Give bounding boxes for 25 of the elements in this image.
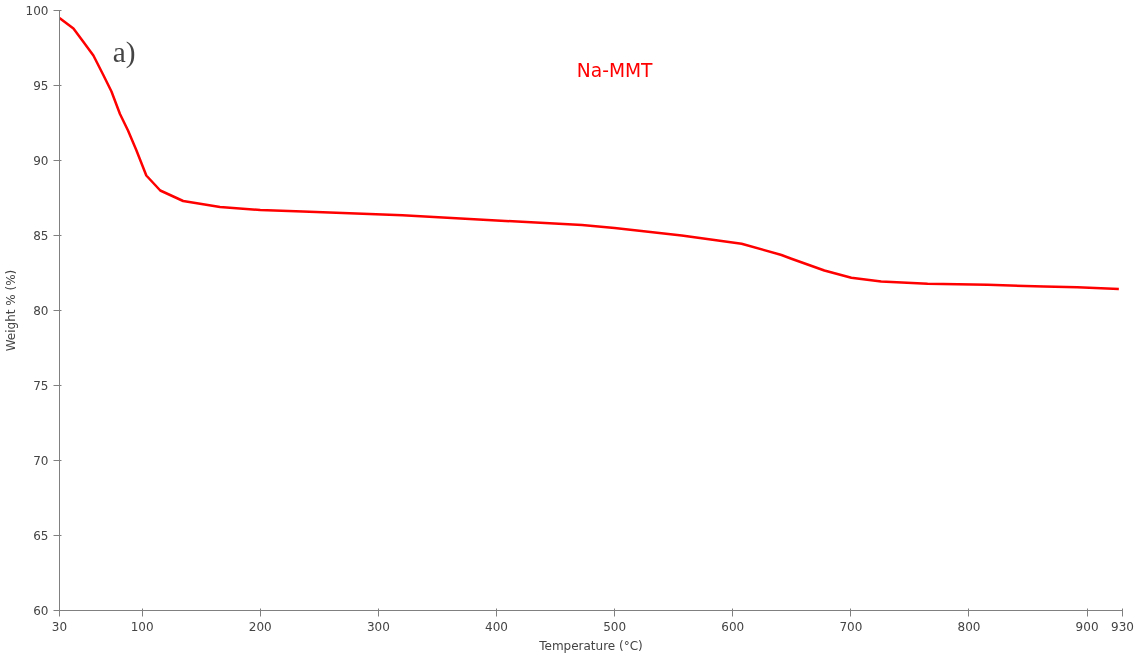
y-tick-label: 95 xyxy=(33,79,49,93)
x-tick-label: 700 xyxy=(839,619,863,634)
y-tick-label: 85 xyxy=(33,229,49,243)
annotation: a) xyxy=(112,35,136,69)
y-tick-label: 65 xyxy=(33,529,49,543)
y-tick-label: 70 xyxy=(33,454,49,468)
y-tick-label: 100 xyxy=(25,4,49,18)
x-tick-label: 500 xyxy=(603,619,627,634)
x-tick-label: 600 xyxy=(721,619,745,634)
x-tick-label: 300 xyxy=(366,619,390,634)
x-axis-title: Temperature (°C) xyxy=(538,638,643,653)
y-tick-label: 90 xyxy=(33,154,49,168)
x-tick-label: 100 xyxy=(130,619,154,634)
y-tick-label: 60 xyxy=(33,604,49,618)
x-tick-label: 930 xyxy=(1111,619,1134,634)
x-tick-label: 30 xyxy=(51,619,68,634)
x-tick-label: 800 xyxy=(957,619,981,634)
x-tick-label: 200 xyxy=(248,619,272,634)
x-tick-label: 400 xyxy=(485,619,508,634)
line-series xyxy=(59,16,1121,291)
text: Na-MMT xyxy=(576,60,654,81)
y-tick-label: 75 xyxy=(33,379,49,393)
x-tick-label: 900 xyxy=(1075,619,1099,634)
y-axis-title: Weight % (%) xyxy=(3,269,18,352)
y-tick-label: 80 xyxy=(33,304,49,318)
